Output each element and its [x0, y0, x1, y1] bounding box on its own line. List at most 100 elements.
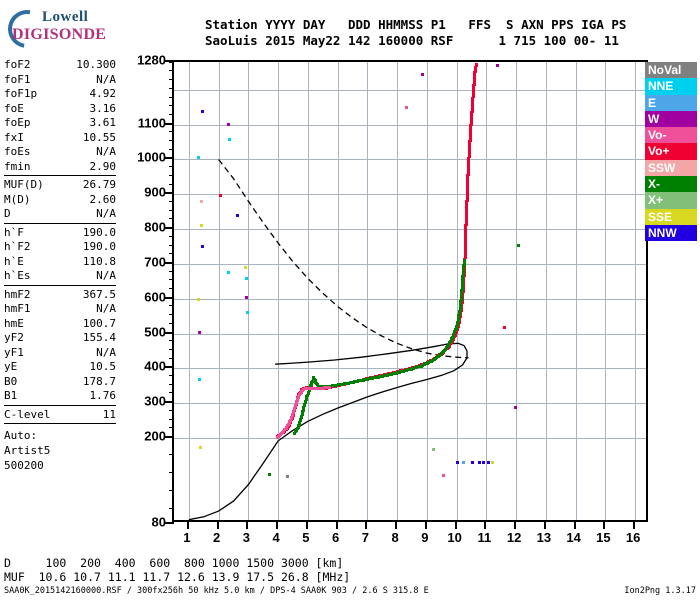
auto-line: Artist5	[4, 444, 51, 457]
x-axis-label: 9	[421, 530, 429, 545]
x-axis-label: 16	[625, 530, 641, 545]
echo-point	[460, 286, 464, 290]
y-axis-tick-major	[165, 366, 174, 369]
y-axis-label: 500	[144, 324, 166, 340]
echo-point	[466, 171, 470, 175]
noise-point	[245, 310, 249, 314]
noise-point	[431, 447, 435, 451]
gridline-vertical	[575, 62, 577, 520]
legend-item-nnw[interactable]: NNW	[645, 224, 697, 242]
param-value: 1.76	[89, 389, 117, 402]
y-axis-tick-minor	[169, 366, 174, 368]
echo-point	[460, 284, 464, 288]
echo-point	[294, 430, 298, 434]
echo-point	[297, 422, 301, 426]
x-axis-label: 4	[272, 530, 280, 545]
direction-legend[interactable]: NoVal NNE E W Vo- Vo+ SSW X- X+ SSE NNW	[645, 62, 697, 242]
echo-point	[293, 431, 297, 435]
legend-item-vo-[interactable]: Vo+	[645, 143, 697, 160]
echo-point	[470, 114, 474, 118]
echo-point	[309, 384, 313, 388]
y-axis-tick-minor	[169, 113, 174, 115]
echo-point	[307, 390, 311, 394]
gridline-vertical	[635, 62, 637, 520]
echo-point	[472, 82, 476, 86]
echo-point	[455, 322, 459, 326]
legend-item-sse[interactable]: SSE	[645, 208, 697, 225]
legend-item-noval[interactable]: NoVal	[645, 62, 697, 79]
echo-point	[301, 410, 305, 414]
echo-point	[473, 76, 477, 80]
echo-point	[466, 182, 470, 186]
legend-item-ssw[interactable]: SSW	[645, 159, 697, 177]
echo-point	[458, 309, 462, 313]
param-value: 155.4	[82, 331, 116, 344]
y-axis-label: 1000	[137, 149, 166, 165]
param-row: hmF2 367.5	[4, 288, 116, 303]
param-value: N/A	[96, 269, 116, 282]
legend-item-e[interactable]: E	[645, 94, 697, 111]
param-row: foF2 10.300	[4, 58, 116, 73]
echo-point	[456, 317, 460, 321]
param-key: hmF1	[4, 302, 31, 315]
legend-item-vo-[interactable]: Vo-	[645, 127, 697, 144]
param-group: C-level 11	[4, 408, 116, 424]
param-row: yF1 N/A	[4, 346, 116, 361]
echo-point	[465, 206, 469, 210]
y-axis-tick-minor	[169, 87, 174, 89]
y-axis-tick-minor	[169, 453, 174, 455]
echo-point	[469, 125, 473, 129]
param-value: 190.0	[82, 240, 116, 253]
gridline-vertical	[188, 62, 190, 520]
echo-point	[460, 290, 464, 294]
echo-point	[472, 87, 476, 91]
echo-point	[471, 92, 475, 96]
echo-point	[470, 111, 474, 115]
echo-point	[306, 392, 310, 396]
y-axis-tick-minor	[169, 288, 174, 290]
legend-item-nne[interactable]: NNE	[645, 78, 697, 95]
echo-point	[292, 409, 296, 413]
echo-point	[470, 109, 474, 113]
legend-item-w[interactable]: W	[645, 110, 697, 128]
echo-point	[296, 425, 300, 429]
param-key: hmF2	[4, 287, 31, 301]
x-axis-label: 10	[447, 530, 462, 545]
legend-item-x-[interactable]: X-	[645, 176, 697, 193]
echo-point	[451, 336, 455, 340]
echo-point	[467, 161, 471, 165]
y-axis-tick-minor	[169, 70, 174, 72]
gridline-horizontal	[174, 298, 646, 300]
noise-point	[198, 377, 202, 381]
echo-point	[464, 227, 468, 231]
echo-point	[309, 382, 313, 386]
echo-point	[469, 124, 473, 128]
noise-point	[196, 155, 200, 159]
y-axis-tick-major	[165, 192, 174, 195]
legend-item-x-[interactable]: X+	[645, 192, 697, 209]
echo-point	[466, 172, 470, 176]
echo-point	[464, 216, 468, 220]
echo-point	[469, 129, 473, 133]
echo-point	[455, 323, 459, 327]
echo-point	[465, 188, 469, 192]
echo-point	[474, 62, 478, 66]
y-axis-tick-major	[165, 436, 174, 438]
x-axis-tick	[603, 522, 606, 529]
echo-point	[299, 417, 303, 421]
y-axis-tick-minor	[169, 96, 174, 98]
echo-point	[467, 155, 471, 158]
x-axis-label: 12	[506, 530, 522, 545]
gridline-vertical	[218, 62, 220, 520]
echo-point	[463, 243, 467, 247]
echo-point	[463, 242, 467, 246]
gridline-vertical	[337, 62, 339, 520]
param-row: fxI 10.55	[4, 131, 116, 146]
echo-point	[471, 88, 475, 92]
x-axis-tick	[484, 522, 487, 529]
gridline-vertical	[248, 62, 250, 520]
echo-point	[468, 142, 472, 145]
param-value: 190.0	[82, 225, 116, 239]
ionogram-plot-area[interactable]	[172, 60, 648, 522]
auto-line: 500200	[4, 459, 44, 472]
